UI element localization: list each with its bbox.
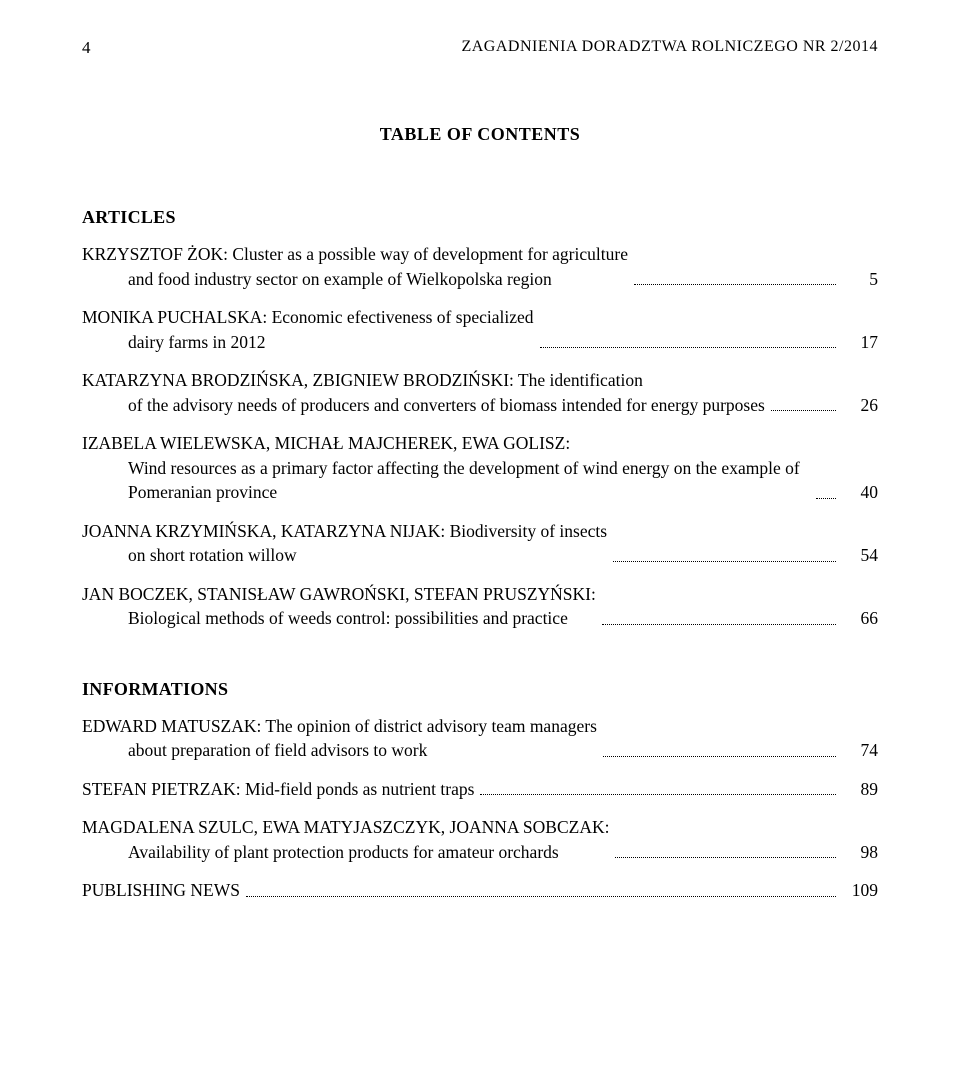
- entry-rest: dairy farms in 2012: [82, 330, 534, 355]
- entry-page: 66: [842, 606, 878, 631]
- entry-page: 98: [842, 840, 878, 865]
- dot-leader: [771, 410, 836, 411]
- entry-line1: KATARZYNA BRODZIŃSKA, ZBIGNIEW BRODZIŃSK…: [82, 370, 643, 390]
- toc-entry: MONIKA PUCHALSKA: Economic efectiveness …: [82, 305, 878, 354]
- toc-entry: MAGDALENA SZULC, EWA MATYJASZCZYK, JOANN…: [82, 815, 878, 864]
- entry-text: PUBLISHING NEWS: [82, 878, 240, 903]
- dot-leader: [246, 896, 836, 897]
- toc-entry: JAN BOCZEK, STANISŁAW GAWROŃSKI, STEFAN …: [82, 582, 878, 631]
- entry-line1: MONIKA PUCHALSKA: Economic efectiveness …: [82, 307, 534, 327]
- entry-text: MONIKA PUCHALSKA: Economic efectiveness …: [82, 305, 534, 354]
- entry-rest: about preparation of field advisors to w…: [82, 738, 597, 763]
- toc-entry: JOANNA KRZYMIŃSKA, KATARZYNA NIJAK: Biod…: [82, 519, 878, 568]
- entry-line1: KRZYSZTOF ŻOK: Cluster as a possible way…: [82, 244, 628, 264]
- entry-page: 17: [842, 330, 878, 355]
- entry-text: STEFAN PIETRZAK: Mid-field ponds as nutr…: [82, 777, 474, 802]
- toc-entry: KRZYSZTOF ŻOK: Cluster as a possible way…: [82, 242, 878, 291]
- entry-text: JAN BOCZEK, STANISŁAW GAWROŃSKI, STEFAN …: [82, 582, 596, 631]
- entry-rest: on short rotation willow: [82, 543, 607, 568]
- dot-leader: [613, 561, 836, 562]
- toc-entry: IZABELA WIELEWSKA, MICHAŁ MAJCHEREK, EWA…: [82, 431, 878, 505]
- toc-heading: TABLE OF CONTENTS: [82, 124, 878, 145]
- entry-line1: JAN BOCZEK, STANISŁAW GAWROŃSKI, STEFAN …: [82, 584, 596, 604]
- entry-rest: Availability of plant protection product…: [82, 840, 609, 865]
- entry-text: KATARZYNA BRODZIŃSKA, ZBIGNIEW BRODZIŃSK…: [82, 368, 765, 417]
- toc-entry: STEFAN PIETRZAK: Mid-field ponds as nutr…: [82, 777, 878, 802]
- entry-text: KRZYSZTOF ŻOK: Cluster as a possible way…: [82, 242, 628, 291]
- entry-page: 40: [842, 480, 878, 505]
- dot-leader: [816, 498, 836, 499]
- dot-leader: [634, 284, 836, 285]
- dot-leader: [603, 756, 836, 757]
- entry-line1: STEFAN PIETRZAK: Mid-field ponds as nutr…: [82, 779, 474, 799]
- entry-line1: EDWARD MATUSZAK: The opinion of district…: [82, 716, 597, 736]
- entry-text: EDWARD MATUSZAK: The opinion of district…: [82, 714, 597, 763]
- entry-page: 89: [842, 777, 878, 802]
- journal-title: ZAGADNIENIA DORADZTWA ROLNICZEGO NR 2/20…: [461, 38, 878, 58]
- entry-text: IZABELA WIELEWSKA, MICHAŁ MAJCHEREK, EWA…: [82, 431, 810, 505]
- entry-page: 109: [842, 878, 878, 903]
- entry-line1: JOANNA KRZYMIŃSKA, KATARZYNA NIJAK: Biod…: [82, 521, 607, 541]
- entry-rest: Biological methods of weeds control: pos…: [82, 606, 596, 631]
- section-label-informations: INFORMATIONS: [82, 679, 878, 700]
- entry-text: MAGDALENA SZULC, EWA MATYJASZCZYK, JOANN…: [82, 815, 609, 864]
- entry-page: 26: [842, 393, 878, 418]
- entry-rest: and food industry sector on example of W…: [82, 267, 628, 292]
- dot-leader: [480, 794, 836, 795]
- toc-entry: EDWARD MATUSZAK: The opinion of district…: [82, 714, 878, 763]
- entry-line1: MAGDALENA SZULC, EWA MATYJASZCZYK, JOANN…: [82, 817, 609, 837]
- section-label-articles: ARTICLES: [82, 207, 878, 228]
- toc-entry: PUBLISHING NEWS 109: [82, 878, 878, 903]
- entry-page: 5: [842, 267, 878, 292]
- entry-page: 54: [842, 543, 878, 568]
- dot-leader: [540, 347, 837, 348]
- entry-line1: IZABELA WIELEWSKA, MICHAŁ MAJCHEREK, EWA…: [82, 433, 570, 453]
- page-header: 4 ZAGADNIENIA DORADZTWA ROLNICZEGO NR 2/…: [82, 38, 878, 58]
- entry-text: JOANNA KRZYMIŃSKA, KATARZYNA NIJAK: Biod…: [82, 519, 607, 568]
- entry-rest: of the advisory needs of producers and c…: [82, 393, 765, 418]
- entry-page: 74: [842, 738, 878, 763]
- entry-rest: Wind resources as a primary factor affec…: [82, 456, 810, 505]
- page-number: 4: [82, 38, 91, 58]
- dot-leader: [602, 624, 836, 625]
- dot-leader: [615, 857, 836, 858]
- toc-entry: KATARZYNA BRODZIŃSKA, ZBIGNIEW BRODZIŃSK…: [82, 368, 878, 417]
- entry-line1: PUBLISHING NEWS: [82, 880, 240, 900]
